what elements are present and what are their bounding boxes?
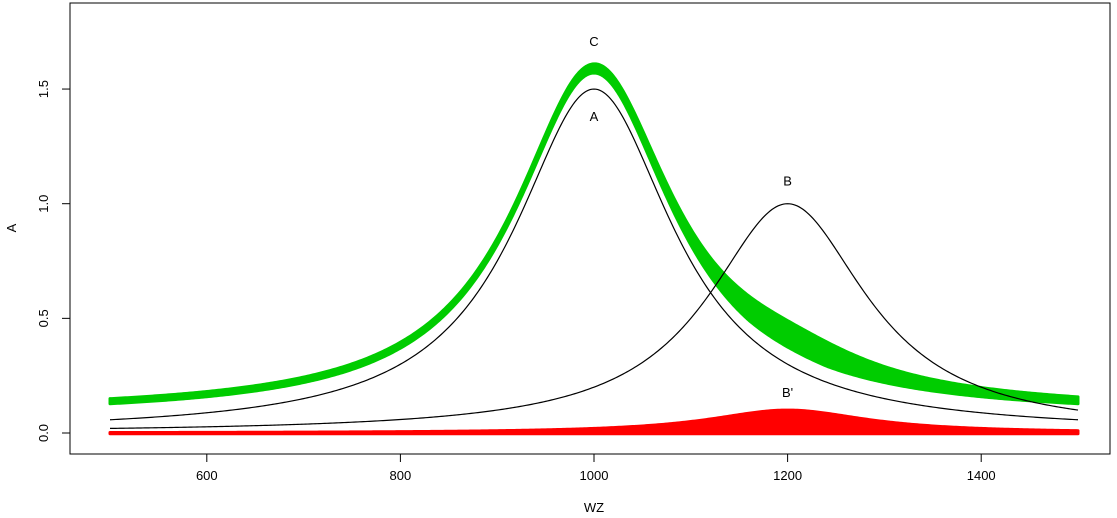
y-tick-label: 1.0 — [36, 195, 51, 213]
peak-label-bprime: B' — [782, 385, 793, 400]
series-a-line — [109, 88, 1079, 421]
x-tick-label: 1000 — [580, 468, 609, 483]
x-tick-label: 1400 — [967, 468, 996, 483]
series-c-band — [108, 62, 1080, 406]
peak-label-a: A — [590, 109, 599, 124]
y-axis: 0.0 0.5 1.0 1.5 — [36, 80, 71, 442]
x-tick-label: 800 — [390, 468, 412, 483]
peak-label-c: C — [589, 34, 598, 49]
peak-label-b: B — [783, 174, 792, 189]
y-tick-label: 0.5 — [36, 309, 51, 327]
x-axis-label: WZ — [584, 500, 604, 515]
peak-labels: C A B B' — [589, 34, 793, 400]
y-tick-label: 0.0 — [36, 424, 51, 442]
x-axis: 600 800 1000 1200 1400 — [196, 453, 996, 483]
series-b-line — [109, 203, 1079, 430]
x-tick-label: 600 — [196, 468, 218, 483]
series-layer — [108, 62, 1080, 436]
x-tick-label: 1200 — [773, 468, 802, 483]
y-tick-label: 1.5 — [36, 80, 51, 98]
series-bprime-band — [108, 408, 1080, 436]
y-axis-label: A — [4, 223, 19, 232]
